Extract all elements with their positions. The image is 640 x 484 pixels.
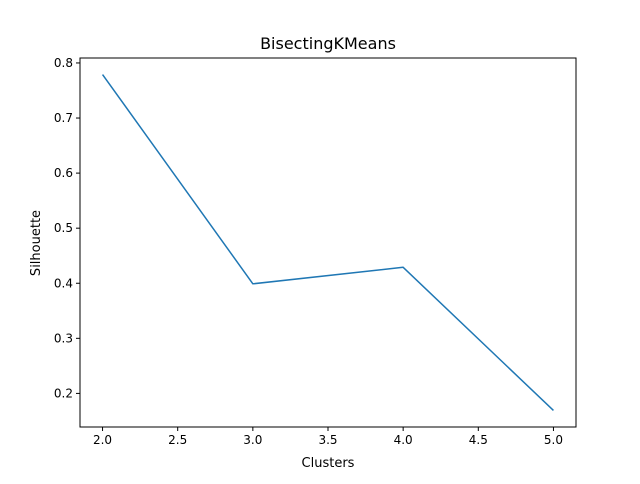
- y-tick-label: 0.2: [54, 386, 73, 400]
- y-tick-label: 0.8: [54, 56, 73, 70]
- x-axis-label: Clusters: [302, 456, 355, 471]
- y-tick-label: 0.7: [54, 111, 73, 125]
- x-tick-label: 3.0: [243, 433, 262, 447]
- x-tick-label: 2.5: [168, 433, 187, 447]
- x-axis-ticks: 2.0 2.5 3.0 3.5 4.0 4.5 5.0: [93, 427, 563, 447]
- x-tick-label: 4.5: [469, 433, 488, 447]
- y-tick-label: 0.5: [54, 221, 73, 235]
- y-tick-label: 0.6: [54, 166, 73, 180]
- y-axis-ticks: 0.2 0.3 0.4 0.5 0.6 0.7 0.8: [54, 56, 80, 400]
- x-tick-label: 4.0: [394, 433, 413, 447]
- plot-area: [80, 58, 576, 427]
- y-tick-label: 0.3: [54, 331, 73, 345]
- series-layer: [101, 74, 554, 412]
- series-line: [101, 74, 554, 412]
- chart-title: BisectingKMeans: [260, 34, 396, 53]
- y-axis-label: Silhouette: [29, 210, 44, 276]
- plot-frame: [79, 57, 577, 428]
- x-tick-label: 2.0: [93, 433, 112, 447]
- x-tick-label: 3.5: [318, 433, 337, 447]
- y-tick-label: 0.4: [54, 276, 73, 290]
- x-tick-label: 5.0: [544, 433, 563, 447]
